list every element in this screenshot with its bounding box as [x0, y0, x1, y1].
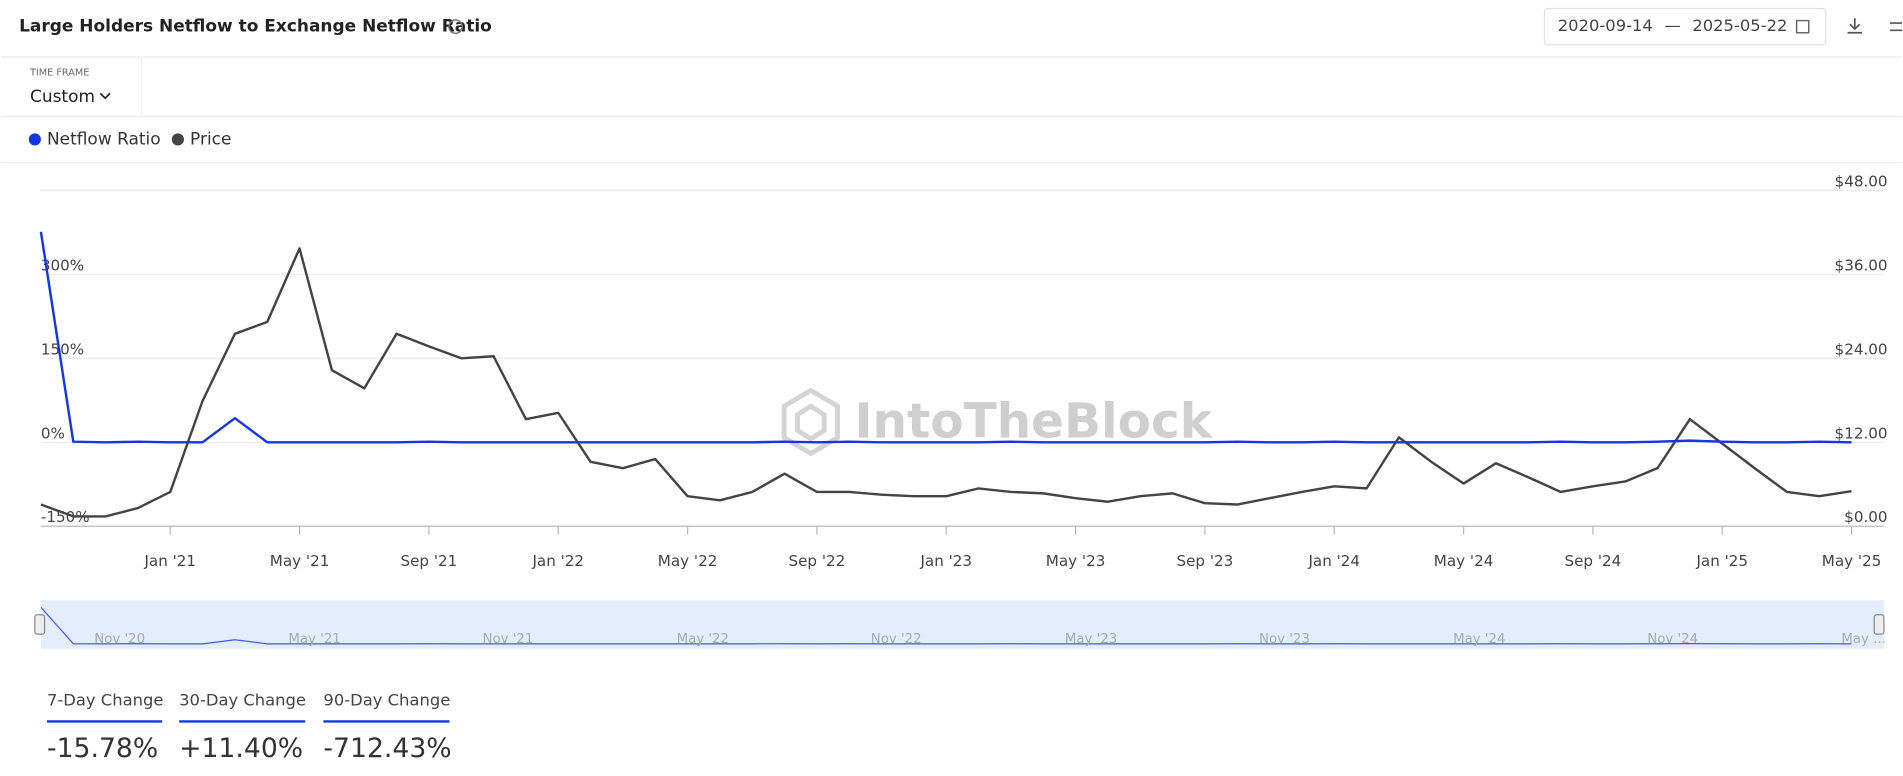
navigator-label: Nov '21 [483, 632, 534, 647]
navigator-label: May '22 [677, 632, 729, 647]
x-tick-label: Jan '21 [143, 552, 196, 570]
navigator-line [40, 606, 1852, 645]
x-tick-label: May '25 [1822, 552, 1882, 570]
x-tick-label: Sep '23 [1177, 552, 1234, 570]
stat-value: +11.40% [179, 733, 303, 764]
date-separator: — [1664, 16, 1680, 35]
y-tick-label: -150% [41, 508, 90, 526]
navigator[interactable] [40, 600, 1884, 649]
navigator-label: May '23 [1065, 632, 1117, 647]
stat-label[interactable]: 90-Day Change [323, 690, 450, 709]
x-tick-label: Sep '21 [401, 552, 458, 570]
x-tick-label: Jan '23 [919, 552, 972, 570]
navigator-handle[interactable] [1873, 614, 1885, 635]
time-frame-label: TIME FRAME [29, 68, 89, 79]
x-tick-label: Jan '24 [1307, 552, 1360, 570]
time-frame-select[interactable]: Custom [30, 87, 95, 107]
y-tick-label: 150% [41, 340, 84, 358]
calendar-icon[interactable] [1795, 19, 1810, 34]
date-from: 2020-09-14 [1558, 16, 1653, 35]
navigator-label: May '21 [288, 632, 340, 647]
link-icon[interactable] [1889, 22, 1903, 32]
x-tick-label: Sep '24 [1565, 552, 1622, 570]
stat-label[interactable]: 30-Day Change [179, 690, 306, 709]
stat-label[interactable]: 7-Day Change [47, 690, 163, 709]
date-range[interactable] [1543, 7, 1827, 46]
navigator-handle[interactable] [34, 614, 46, 635]
x-tick-label: May '22 [658, 552, 718, 570]
help-icon[interactable] [448, 19, 463, 35]
y2-tick-label: $0.00 [1844, 508, 1887, 526]
navigator-label: Nov '20 [94, 632, 145, 647]
y2-tick-label: $12.00 [1835, 424, 1888, 442]
title: Large Holders Netflow to Exchange Netflo… [19, 17, 492, 37]
x-tick-label: Jan '22 [531, 552, 584, 570]
navigator-label: Nov '23 [1259, 632, 1310, 647]
navigator-label: Nov '22 [871, 632, 922, 647]
dropdown-icon[interactable] [99, 92, 111, 100]
y2-tick-label: $24.00 [1835, 340, 1888, 358]
legend-label[interactable]: Price [190, 129, 231, 149]
series-line [40, 247, 1852, 518]
y-tick-label: 300% [41, 256, 84, 274]
series-line [39, 231, 1852, 444]
x-tick-label: May '23 [1046, 552, 1106, 570]
watermark-logo [781, 387, 840, 457]
x-tick-label: May '24 [1434, 552, 1494, 570]
navigator-label: May '24 [1453, 632, 1505, 647]
download-icon[interactable] [1847, 18, 1863, 34]
y-tick-label: 0% [41, 424, 65, 442]
stat-value: -15.78% [47, 733, 158, 764]
x-tick-label: Sep '22 [789, 552, 846, 570]
stat-value: -712.43% [323, 733, 451, 764]
watermark: IntoTheBlock [855, 393, 1214, 449]
legend-label[interactable]: Netflow Ratio [47, 129, 161, 149]
y2-tick-label: $48.00 [1835, 172, 1888, 190]
x-tick-label: May '21 [270, 552, 330, 570]
navigator-label: May ... [1841, 632, 1886, 647]
date-to: 2025-05-22 [1692, 16, 1787, 35]
x-tick-label: Jan '25 [1695, 552, 1748, 570]
legend-marker[interactable] [171, 133, 184, 146]
y2-tick-label: $36.00 [1835, 256, 1888, 274]
navigator-label: Nov '24 [1647, 632, 1698, 647]
legend-marker[interactable] [28, 133, 41, 146]
